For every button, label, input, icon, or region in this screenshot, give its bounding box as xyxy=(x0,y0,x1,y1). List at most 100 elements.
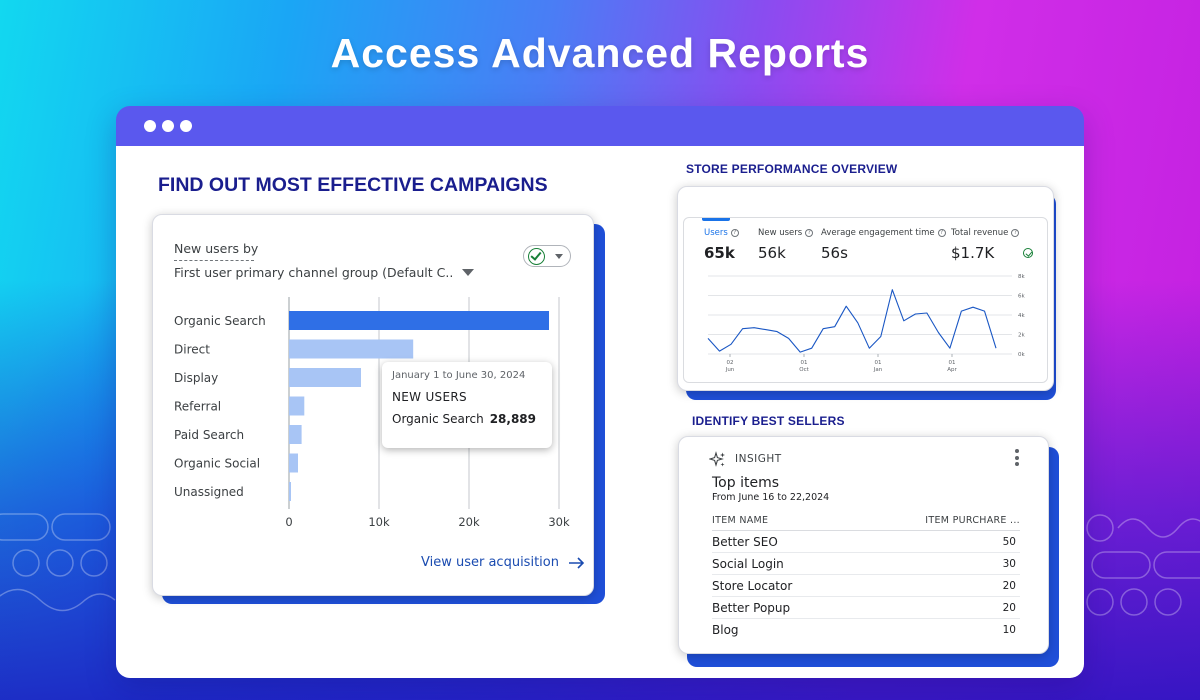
window-dot xyxy=(180,120,192,132)
item-name: Blog xyxy=(712,623,739,637)
bar xyxy=(289,368,361,387)
active-tab-indicator xyxy=(702,218,730,221)
x-tick-label: 02 xyxy=(727,360,734,366)
window-dot xyxy=(144,120,156,132)
tooltip-value: 28,889 xyxy=(489,412,536,426)
table-row: Social Login 30 xyxy=(712,553,1020,575)
arrow-right-icon xyxy=(568,556,585,569)
bar xyxy=(289,425,302,444)
item-purchases: 20 xyxy=(1002,579,1016,592)
question-circle-icon: ? xyxy=(730,229,739,237)
top-items-table: ITEM NAME ITEM PURCHARE ... Better SEO 5… xyxy=(712,511,1020,641)
x-tick-label: 0 xyxy=(285,515,292,529)
metric-label: New users xyxy=(758,228,803,238)
window-content: FIND OUT MOST EFFECTIVE CAMPAIGNS New us… xyxy=(116,146,1084,678)
more-vert-icon[interactable] xyxy=(1015,449,1019,469)
item-purchases: 30 xyxy=(1002,557,1016,570)
item-name: Store Locator xyxy=(712,578,793,593)
view-user-acquisition-link[interactable]: View user acquisition xyxy=(421,555,585,570)
column-header-item-name: ITEM NAME xyxy=(712,515,769,526)
category-label: Organic Search xyxy=(174,314,266,328)
x-tick-label: Oct xyxy=(799,367,809,373)
top-items-subtitle: From June 16 to 22,2024 xyxy=(712,492,830,503)
x-tick-label: Jun xyxy=(725,367,735,373)
question-circle-icon: ? xyxy=(937,229,946,237)
compare-toggle[interactable] xyxy=(523,245,571,267)
item-name: Better Popup xyxy=(712,600,791,615)
page-headline: Access Advanced Reports xyxy=(330,30,870,76)
x-tick-label: 10k xyxy=(368,515,390,529)
tooltip-row: Organic Search 28,889 xyxy=(392,412,542,426)
metric-value: 65k xyxy=(704,244,735,262)
chevron-down-icon xyxy=(555,254,563,259)
campaigns-section-title: FIND OUT MOST EFFECTIVE CAMPAIGNS xyxy=(158,174,548,196)
store-section-title: STORE PERFORMANCE OVERVIEW xyxy=(686,162,898,176)
link-label: View user acquisition xyxy=(421,555,559,570)
metric-label: New users by xyxy=(174,241,259,256)
category-label: Unassigned xyxy=(174,485,244,499)
chevron-down-icon[interactable] xyxy=(462,269,474,276)
new-users-bar-chart: 0 10k 20k 30k Organic Search Direct Display Ref… xyxy=(174,297,570,529)
tooltip-metric: NEW USERS xyxy=(392,390,467,404)
metric-label: Users xyxy=(704,228,728,238)
bar xyxy=(289,396,305,416)
browser-window: FIND OUT MOST EFFECTIVE CAMPAIGNS New us… xyxy=(116,106,1084,678)
metric-tab-total-revenue[interactable]: Total revenue? $1.7K xyxy=(951,228,1020,262)
item-name: Better SEO xyxy=(712,534,778,549)
top-items-card: INSIGHT Top items From June 16 to 22,202… xyxy=(678,436,1049,654)
metric-tab-users[interactable]: Users? 65k xyxy=(704,228,739,262)
metric-underline xyxy=(174,260,254,261)
question-circle-icon: ? xyxy=(805,229,814,237)
y-tick-label: 4k xyxy=(1018,313,1025,319)
y-tick-label: 6k xyxy=(1018,294,1025,300)
sellers-section-title: IDENTIFY BEST SELLERS xyxy=(692,414,845,428)
table-row: Better Popup 20 xyxy=(712,597,1020,619)
column-header-purchases: ITEM PURCHARE ... xyxy=(925,515,1020,526)
decor-infinity-left xyxy=(0,513,116,612)
question-circle-icon: ? xyxy=(1011,229,1020,237)
metric-label: Total revenue xyxy=(951,228,1009,238)
metric-tab-engagement-time[interactable]: Average engagement time? 56s xyxy=(821,228,946,262)
table-row: Blog 10 xyxy=(712,619,1020,641)
x-tick-label: 01 xyxy=(949,360,956,366)
bar xyxy=(289,453,298,473)
metric-value: 56s xyxy=(821,244,848,262)
table-row: Store Locator 20 xyxy=(712,575,1020,597)
category-label: Referral xyxy=(174,400,221,414)
table-row: Better SEO 50 xyxy=(712,531,1020,553)
item-purchases: 20 xyxy=(1002,601,1016,614)
y-tick-label: 8k xyxy=(1018,274,1025,280)
metric-value: $1.7K xyxy=(951,244,995,262)
performance-panel: Users? 65k New users? 56k Average engage… xyxy=(683,217,1048,383)
x-tick-label: Jan xyxy=(873,367,883,373)
x-tick-label: 01 xyxy=(801,360,808,366)
y-tick-label: 2k xyxy=(1018,333,1025,339)
item-purchases: 10 xyxy=(1002,624,1016,636)
window-dot xyxy=(162,120,174,132)
category-label: Organic Social xyxy=(174,457,260,471)
store-performance-card: Users? 65k New users? 56k Average engage… xyxy=(677,186,1054,391)
series-line xyxy=(707,289,997,353)
bar xyxy=(289,339,414,359)
item-purchases: 50 xyxy=(1002,535,1016,548)
bar xyxy=(289,311,550,330)
new-users-card: New users by First user primary channel … xyxy=(152,214,594,596)
dimension-selector[interactable]: First user primary channel group (Defaul… xyxy=(174,265,454,280)
top-items-title: Top items xyxy=(712,475,779,491)
y-tick-label: 0k xyxy=(1018,352,1025,358)
table-header: ITEM NAME ITEM PURCHARE ... xyxy=(712,511,1020,531)
metric-tab-new-users[interactable]: New users? 56k xyxy=(758,228,814,262)
decor-infinity-right xyxy=(1086,514,1200,616)
insight-label: INSIGHT xyxy=(735,453,782,465)
metric-label: Average engagement time xyxy=(821,228,935,238)
bar xyxy=(289,482,291,501)
item-name: Social Login xyxy=(712,556,784,571)
check-circle-icon xyxy=(1023,248,1033,258)
x-tick-label: 01 xyxy=(875,360,882,366)
x-tick-label: Apr xyxy=(947,367,957,373)
x-tick-label: 20k xyxy=(458,515,480,529)
tooltip-category: Organic Search xyxy=(392,412,484,426)
check-circle-icon xyxy=(528,248,545,265)
category-label: Display xyxy=(174,371,218,385)
